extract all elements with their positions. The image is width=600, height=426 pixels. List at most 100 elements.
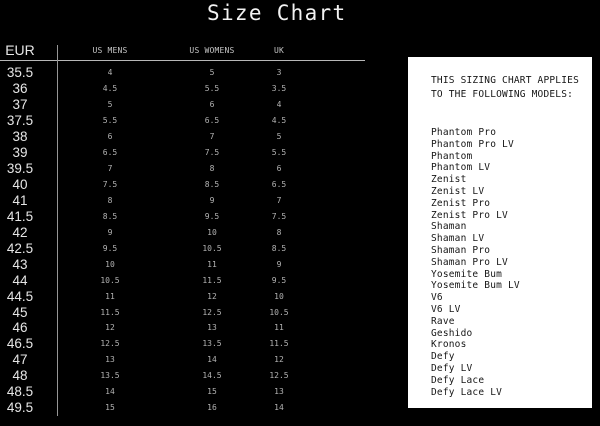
eur-size-value: 37.5 [6,113,34,129]
uk-size-value: 8 [276,227,282,237]
us-mens-size-value: 9 [107,227,113,237]
us-womens-size-value: 5 [209,68,215,78]
table-row: 49.5 15 16 14 [0,400,365,416]
model-name: Shaman Pro LV [431,256,508,268]
column-header-uk: UK [273,46,285,55]
us-womens-size-value: 10 [207,227,217,237]
us-womens-size-value: 12 [207,291,217,301]
us-mens-size-value: 10.5 [100,275,120,285]
eur-size-value: 47 [12,352,28,368]
model-name: Shaman LV [431,233,485,245]
eur-size-value: 42 [12,224,28,240]
header-divider-line [0,60,365,61]
model-name: Shaman Pro [431,244,491,256]
table-row: 42.5 9.5 10.5 8.5 [0,240,365,256]
uk-size-value: 12.5 [269,371,289,381]
eur-column-divider-line [57,45,58,416]
table-row: 47 13 14 12 [0,352,365,368]
table-row: 35.5 4 5 3 [0,65,365,81]
panel-heading-line1: THIS SIZING CHART APPLIES [431,75,579,86]
eur-size-value: 44 [12,272,28,288]
eur-size-value: 41 [12,192,28,208]
eur-size-value: 49.5 [6,400,34,416]
us-mens-size-value: 9.5 [102,243,118,253]
us-mens-size-value: 12 [105,323,115,333]
model-name: Zenist Pro LV [431,209,508,221]
uk-size-value: 10 [274,291,284,301]
model-name: Defy Lace LV [431,386,503,398]
panel-heading-line2: TO THE FOLLOWING MODELS: [431,88,574,100]
us-mens-size-value: 11 [105,291,115,301]
column-header-us-mens: US MENS [92,46,128,55]
table-row: 38 6 7 5 [0,129,365,145]
table-row: 44 10.5 11.5 9.5 [0,272,365,288]
us-womens-size-value: 13 [207,323,217,333]
column-header-eur: EUR [5,42,35,58]
eur-size-value: 37 [12,97,28,113]
eur-size-value: 38 [12,129,28,145]
us-mens-size-value: 5.5 [102,116,118,126]
eur-size-value: 42.5 [6,240,34,256]
eur-size-value: 45 [12,304,28,320]
size-table-body: 35.5 4 5 3 36 4.5 5.5 3.5 37 5 6 4 37.5 5.5 6.5 4.5 38 6 7… [0,65,365,416]
eur-size-value: 43 [12,256,28,272]
uk-size-value: 5.5 [271,148,287,158]
model-name: Defy LV [431,362,473,374]
us-womens-size-value: 12.5 [202,307,222,317]
table-row: 45 11.5 12.5 10.5 [0,304,365,320]
uk-size-value: 7.5 [271,211,287,221]
eur-size-value: 46 [12,320,28,336]
table-row: 37 5 6 4 [0,97,365,113]
us-mens-size-value: 4.5 [102,84,118,94]
model-name: Zenist [431,174,467,186]
model-name: Phantom Pro [431,127,497,138]
models-list: Phantom Pro Phantom Pro LV Phantom Phantom … [431,127,520,398]
us-womens-size-value: 7 [209,132,215,142]
us-womens-size-value: 15 [207,387,217,397]
us-womens-size-value: 8 [209,164,215,174]
us-womens-size-value: 14 [207,355,217,365]
model-name: Rave [431,315,455,327]
us-mens-size-value: 14 [105,387,115,397]
uk-size-value: 6.5 [271,180,287,190]
model-name: Zenist LV [431,185,485,197]
us-mens-size-value: 8 [107,195,113,205]
model-name: V6 [431,292,443,304]
model-name: Kronos [431,339,467,351]
uk-size-value: 5 [276,132,282,142]
eur-size-value: 48.5 [6,384,34,400]
uk-size-value: 13 [274,387,284,397]
us-womens-size-value: 10.5 [202,243,222,253]
us-womens-size-value: 5.5 [204,84,220,94]
us-womens-size-value: 6 [209,100,215,110]
table-row: 37.5 5.5 6.5 4.5 [0,113,365,129]
us-mens-size-value: 7.5 [102,180,118,190]
model-name: Yosemite Bum [431,268,503,280]
us-womens-size-value: 9 [209,195,215,205]
eur-size-value: 35.5 [6,65,34,81]
panel-heading: THIS SIZING CHART APPLIES TO THE FOLLOWIN… [431,74,579,101]
model-name: Defy Lace [431,374,485,386]
uk-size-value: 11.5 [269,339,289,349]
eur-size-value: 48 [12,368,28,384]
column-header-us-womens: US WOMENS [189,46,235,55]
table-row: 36 4.5 5.5 3.5 [0,81,365,97]
us-mens-size-value: 10 [105,259,115,269]
us-mens-size-value: 7 [107,164,113,174]
table-row: 44.5 11 12 10 [0,288,365,304]
eur-size-value: 40 [12,177,28,193]
model-name: Defy [431,351,455,363]
uk-size-value: 3 [276,68,282,78]
uk-size-value: 9 [276,259,282,269]
us-mens-size-value: 13.5 [100,371,120,381]
us-mens-size-value: 5 [107,100,113,110]
table-row: 41.5 8.5 9.5 7.5 [0,208,365,224]
model-name: Geshido [431,327,473,339]
uk-size-value: 6 [276,164,282,174]
us-mens-size-value: 6 [107,132,113,142]
uk-size-value: 11 [274,323,284,333]
eur-size-value: 46.5 [6,336,34,352]
table-row: 46 12 13 11 [0,320,365,336]
table-row: 46.5 12.5 13.5 11.5 [0,336,365,352]
